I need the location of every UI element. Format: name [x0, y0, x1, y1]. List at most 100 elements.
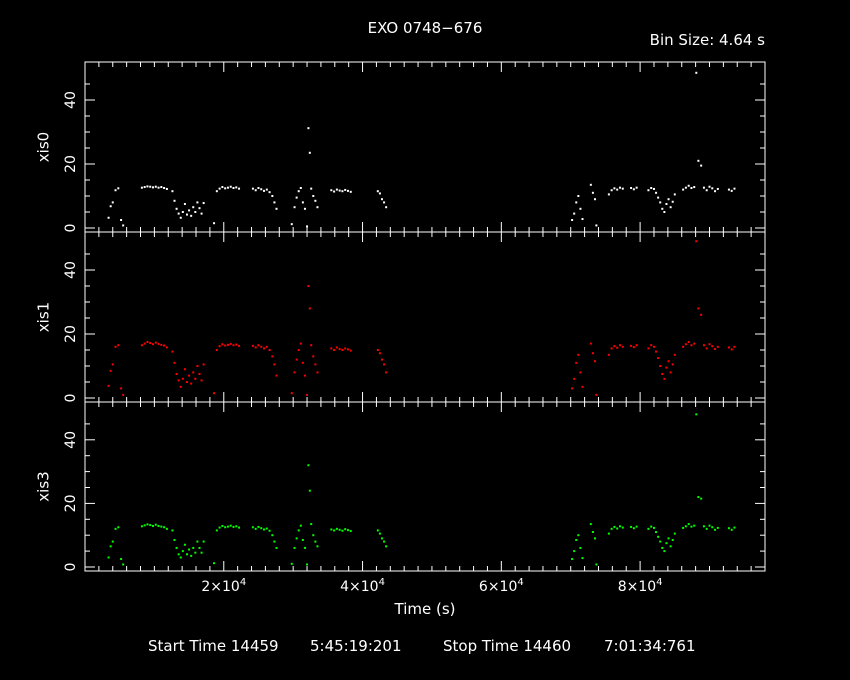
data-point — [346, 529, 349, 532]
data-point — [687, 184, 690, 187]
data-point — [192, 546, 195, 549]
data-point — [314, 199, 317, 202]
data-point — [655, 191, 658, 194]
data-point — [213, 562, 216, 565]
data-point — [226, 343, 229, 346]
data-point — [192, 206, 195, 209]
y-tick-label: 20 — [63, 494, 79, 512]
data-point — [303, 207, 306, 210]
data-point — [733, 345, 736, 348]
data-point — [655, 531, 658, 534]
data-point — [307, 464, 310, 467]
data-point — [238, 344, 241, 347]
data-point — [380, 198, 383, 201]
y-axis-label: xis3 — [35, 471, 53, 501]
data-point — [618, 344, 621, 347]
data-point — [194, 377, 197, 380]
data-point — [140, 344, 143, 347]
data-point — [711, 526, 714, 529]
data-point — [697, 159, 700, 162]
data-point — [190, 554, 193, 557]
data-point — [263, 347, 266, 350]
data-point — [581, 557, 584, 560]
data-point — [122, 563, 125, 566]
data-point — [229, 185, 232, 188]
data-point — [344, 188, 347, 191]
data-point — [702, 186, 705, 189]
data-point — [333, 529, 336, 532]
data-point — [661, 207, 664, 210]
data-point — [659, 365, 662, 367]
data-point — [705, 527, 708, 530]
data-point — [663, 211, 666, 213]
data-point — [163, 344, 166, 347]
x-axis-label: Time (s) — [394, 600, 456, 618]
data-point — [727, 188, 730, 191]
data-point — [109, 369, 112, 372]
data-point — [630, 525, 633, 528]
data-point — [616, 346, 619, 349]
data-point — [202, 202, 205, 205]
data-point — [727, 346, 730, 349]
data-point — [157, 342, 160, 345]
start-time-label: Start Time 14459 — [148, 637, 279, 655]
data-point — [341, 529, 344, 532]
data-point — [154, 341, 157, 344]
data-point — [179, 216, 182, 219]
data-point — [575, 538, 578, 541]
data-point — [183, 543, 186, 546]
data-point — [215, 349, 218, 351]
data-point — [224, 187, 227, 190]
data-point — [708, 524, 711, 527]
data-point — [140, 525, 143, 528]
data-point — [120, 219, 123, 221]
data-point — [202, 540, 205, 543]
data-point — [114, 345, 117, 348]
data-point — [702, 525, 705, 528]
data-point — [154, 523, 157, 526]
data-point — [667, 537, 670, 540]
data-point — [257, 187, 260, 189]
data-point — [120, 387, 123, 390]
data-point — [308, 489, 311, 492]
data-point — [275, 546, 278, 549]
data-point — [306, 563, 309, 566]
data-point — [165, 346, 168, 349]
x-tick-exponent: 4 — [656, 577, 662, 588]
data-point — [589, 523, 592, 526]
data-point — [293, 371, 296, 374]
data-point — [708, 185, 711, 188]
x-tick-mantissa: 4×10 — [340, 579, 378, 595]
data-point — [705, 189, 708, 192]
data-point — [346, 348, 349, 351]
data-point — [314, 540, 317, 543]
data-point — [163, 187, 166, 189]
data-point — [224, 526, 227, 529]
data-point — [667, 360, 670, 363]
data-point — [349, 349, 352, 352]
data-point — [378, 532, 381, 535]
data-point — [577, 534, 580, 537]
data-point — [383, 201, 386, 204]
data-point — [673, 193, 676, 196]
x-tick-mantissa: 6×10 — [479, 579, 517, 595]
data-point — [200, 551, 203, 554]
data-point — [595, 224, 598, 227]
data-point — [181, 377, 184, 380]
data-point — [297, 529, 300, 532]
data-point — [344, 528, 347, 531]
data-point — [330, 347, 333, 350]
data-point — [733, 187, 736, 190]
data-point — [575, 361, 578, 364]
data-point — [200, 212, 203, 215]
data-point — [632, 346, 635, 349]
data-point — [165, 187, 168, 190]
data-point — [650, 344, 653, 347]
data-point — [607, 353, 610, 356]
y-axis-label: xis1 — [35, 302, 53, 332]
data-point — [714, 190, 717, 193]
data-point — [380, 358, 383, 361]
data-point — [341, 190, 344, 193]
y-tick-label: 20 — [63, 325, 79, 343]
data-point — [669, 545, 672, 548]
